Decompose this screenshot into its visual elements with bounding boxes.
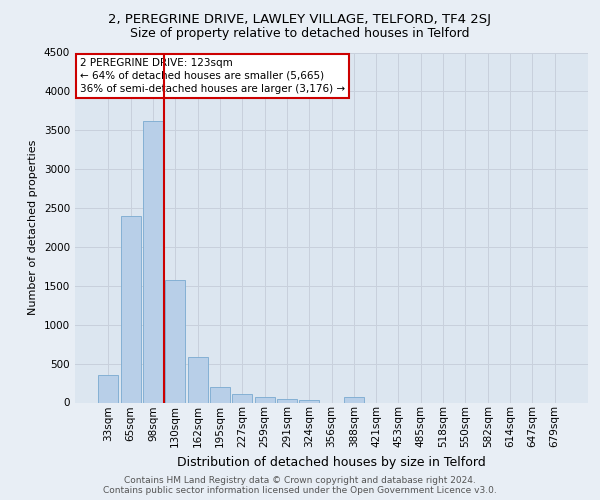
Bar	[344, 397, 364, 402]
Bar	[143, 121, 163, 402]
Bar	[254, 398, 275, 402]
Bar	[210, 387, 230, 402]
Bar	[277, 400, 297, 402]
Text: Size of property relative to detached houses in Telford: Size of property relative to detached ho…	[130, 28, 470, 40]
Y-axis label: Number of detached properties: Number of detached properties	[28, 140, 38, 315]
X-axis label: Distribution of detached houses by size in Telford: Distribution of detached houses by size …	[177, 456, 486, 468]
Bar	[299, 400, 319, 402]
Bar	[165, 280, 185, 402]
Text: 2, PEREGRINE DRIVE, LAWLEY VILLAGE, TELFORD, TF4 2SJ: 2, PEREGRINE DRIVE, LAWLEY VILLAGE, TELF…	[109, 12, 491, 26]
Bar	[121, 216, 141, 402]
Bar	[188, 356, 208, 403]
Text: Contains HM Land Registry data © Crown copyright and database right 2024.: Contains HM Land Registry data © Crown c…	[124, 476, 476, 485]
Bar	[98, 376, 118, 402]
Text: 2 PEREGRINE DRIVE: 123sqm
← 64% of detached houses are smaller (5,665)
36% of se: 2 PEREGRINE DRIVE: 123sqm ← 64% of detac…	[80, 58, 345, 94]
Bar	[232, 394, 252, 402]
Text: Contains public sector information licensed under the Open Government Licence v3: Contains public sector information licen…	[103, 486, 497, 495]
